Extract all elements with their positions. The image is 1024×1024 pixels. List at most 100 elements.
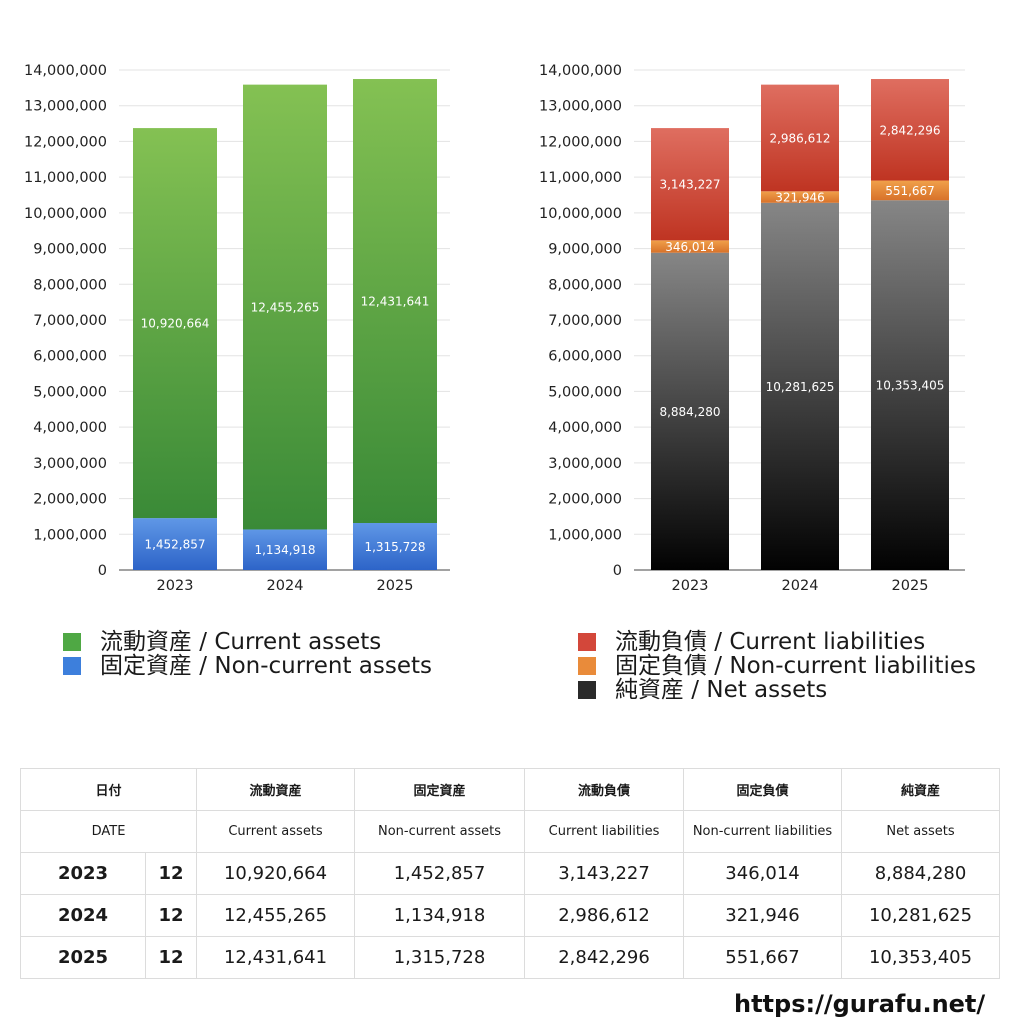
bar-segment <box>243 529 327 570</box>
header-current-assets-en: Current assets <box>196 810 356 853</box>
bar-segment <box>651 240 729 253</box>
cell-non-current-liabilities: 551,667 <box>683 936 843 979</box>
legend-liabilities: 流動負債 / Current liabilities 固定負債 / Non-cu… <box>578 630 976 702</box>
cell-non-current-assets: 1,315,728 <box>354 936 526 979</box>
data-label: 10,281,625 <box>766 380 835 394</box>
legend-assets: 流動資産 / Current assets 固定資産 / Non-current… <box>63 630 432 678</box>
y-tick-label: 9,000,000 <box>548 242 622 258</box>
cell-non-current-liabilities: 321,946 <box>683 894 843 937</box>
y-tick-label: 6,000,000 <box>548 349 622 365</box>
data-label: 1,134,918 <box>254 543 315 557</box>
legend-item-current-liabilities: 流動負債 / Current liabilities <box>578 630 976 654</box>
table-header-en: DATE Current assets Non-current assets C… <box>19 810 1001 853</box>
legend-swatch <box>578 681 596 699</box>
legend-label: 流動資産 / Current assets <box>100 629 382 655</box>
bar-segment <box>761 202 839 570</box>
y-tick-label: 2,000,000 <box>33 492 107 508</box>
y-tick-label: 5,000,000 <box>548 384 622 400</box>
data-label: 10,353,405 <box>876 379 945 393</box>
charts-canvas: 0 1,000,000 2,000,000 3,000,000 4,000,000 5,0… <box>24 63 965 594</box>
y-tick-label: 14,000,000 <box>24 63 107 79</box>
data-table: 日付 流動資産 固定資産 流動負債 固定負債 純資産 DATE Current … <box>19 768 1001 979</box>
y-tick-label: 6,000,000 <box>33 349 107 365</box>
bar-segment <box>133 518 217 570</box>
bar-segment <box>353 523 437 570</box>
y-tick-label: 7,000,000 <box>548 313 622 329</box>
y-tick-label: 12,000,000 <box>539 134 622 150</box>
cell-current-assets: 12,455,265 <box>196 894 356 937</box>
legend-label: 純資産 / Net assets <box>615 677 828 703</box>
cell-net-assets: 10,353,405 <box>841 936 1001 979</box>
y-tick-label: 4,000,000 <box>548 420 622 436</box>
data-label: 12,455,265 <box>251 301 320 315</box>
data-label: 12,431,641 <box>361 295 430 309</box>
legend-label: 固定負債 / Non-current liabilities <box>615 653 976 679</box>
y-tick-label: 11,000,000 <box>539 170 622 186</box>
header-current-liabilities-en: Current liabilities <box>524 810 685 853</box>
header-current-liabilities: 流動負債 <box>524 768 685 811</box>
legend-item-current-assets: 流動資産 / Current assets <box>63 630 432 654</box>
data-label: 2,842,296 <box>879 123 940 137</box>
cell-year: 2025 <box>20 936 146 979</box>
header-non-current-assets: 固定資産 <box>354 768 526 811</box>
y-tick-label: 11,000,000 <box>24 170 107 186</box>
y-tick-label: 8,000,000 <box>548 277 622 293</box>
bar-segment <box>133 128 217 519</box>
data-label: 3,143,227 <box>659 178 720 192</box>
y-tick-label: 4,000,000 <box>33 420 107 436</box>
bar-segment <box>651 128 729 241</box>
y-tick-label: 1,000,000 <box>33 527 107 543</box>
cell-month: 12 <box>144 936 198 979</box>
y-tick-label: 9,000,000 <box>33 242 107 258</box>
y-tick-label: 1,000,000 <box>548 527 622 543</box>
cell-month: 12 <box>144 894 198 937</box>
cell-current-liabilities: 3,143,227 <box>524 852 685 895</box>
y-tick-label: 10,000,000 <box>24 206 107 222</box>
legend-swatch <box>578 657 596 675</box>
bar-segment <box>243 84 327 530</box>
legend-label: 固定資産 / Non-current assets <box>100 653 433 679</box>
cell-non-current-assets: 1,134,918 <box>354 894 526 937</box>
cell-non-current-assets: 1,452,857 <box>354 852 526 895</box>
x-tick-label: 2025 <box>892 578 929 594</box>
bar-segment <box>353 79 437 524</box>
x-tick-label: 2024 <box>782 578 819 594</box>
header-non-current-liabilities-en: Non-current liabilities <box>683 810 843 853</box>
data-label: 551,667 <box>885 184 935 198</box>
y-tick-label: 0 <box>98 563 107 579</box>
y-tick-label: 2,000,000 <box>548 492 622 508</box>
y-tick-label: 8,000,000 <box>33 277 107 293</box>
data-label: 2,986,612 <box>769 131 830 145</box>
x-tick-label: 2025 <box>377 578 414 594</box>
header-net-assets-en: Net assets <box>841 810 1001 853</box>
x-tick-label: 2024 <box>267 578 304 594</box>
cell-month: 12 <box>144 852 198 895</box>
legend-swatch <box>578 633 596 651</box>
x-tick-label: 2023 <box>157 578 194 594</box>
bar-segment <box>651 252 729 570</box>
data-label: 1,452,857 <box>144 538 205 552</box>
table-row: 2025 12 12,431,641 1,315,728 2,842,296 5… <box>20 936 1001 979</box>
legend-item-non-current-assets: 固定資産 / Non-current assets <box>63 654 432 678</box>
header-current-assets: 流動資産 <box>196 768 356 811</box>
cell-current-assets: 10,920,664 <box>196 852 356 895</box>
cell-net-assets: 8,884,280 <box>841 852 1001 895</box>
header-non-current-assets-en: Non-current assets <box>354 810 526 853</box>
legend-label: 流動負債 / Current liabilities <box>615 629 926 655</box>
y-tick-label: 3,000,000 <box>33 456 107 472</box>
data-label: 10,920,664 <box>141 317 210 331</box>
y-tick-label: 7,000,000 <box>33 313 107 329</box>
cell-year: 2024 <box>20 894 146 937</box>
data-label: 321,946 <box>775 191 825 205</box>
table-row: 2023 12 10,920,664 1,452,857 3,143,227 3… <box>20 852 1001 895</box>
cell-current-liabilities: 2,842,296 <box>524 936 685 979</box>
data-label: 8,884,280 <box>659 405 720 419</box>
site-url[interactable]: https://gurafu.net/ <box>734 990 986 1018</box>
y-tick-label: 13,000,000 <box>539 99 622 115</box>
chart-2: 0 1,000,000 2,000,000 3,000,000 4,000,000 5,0… <box>539 63 965 594</box>
header-net-assets: 純資産 <box>841 768 1001 811</box>
header-date: 日付 <box>19 768 198 811</box>
y-tick-label: 5,000,000 <box>33 384 107 400</box>
cell-current-liabilities: 2,986,612 <box>524 894 685 937</box>
table-row: 2024 12 12,455,265 1,134,918 2,986,612 3… <box>20 894 1001 937</box>
